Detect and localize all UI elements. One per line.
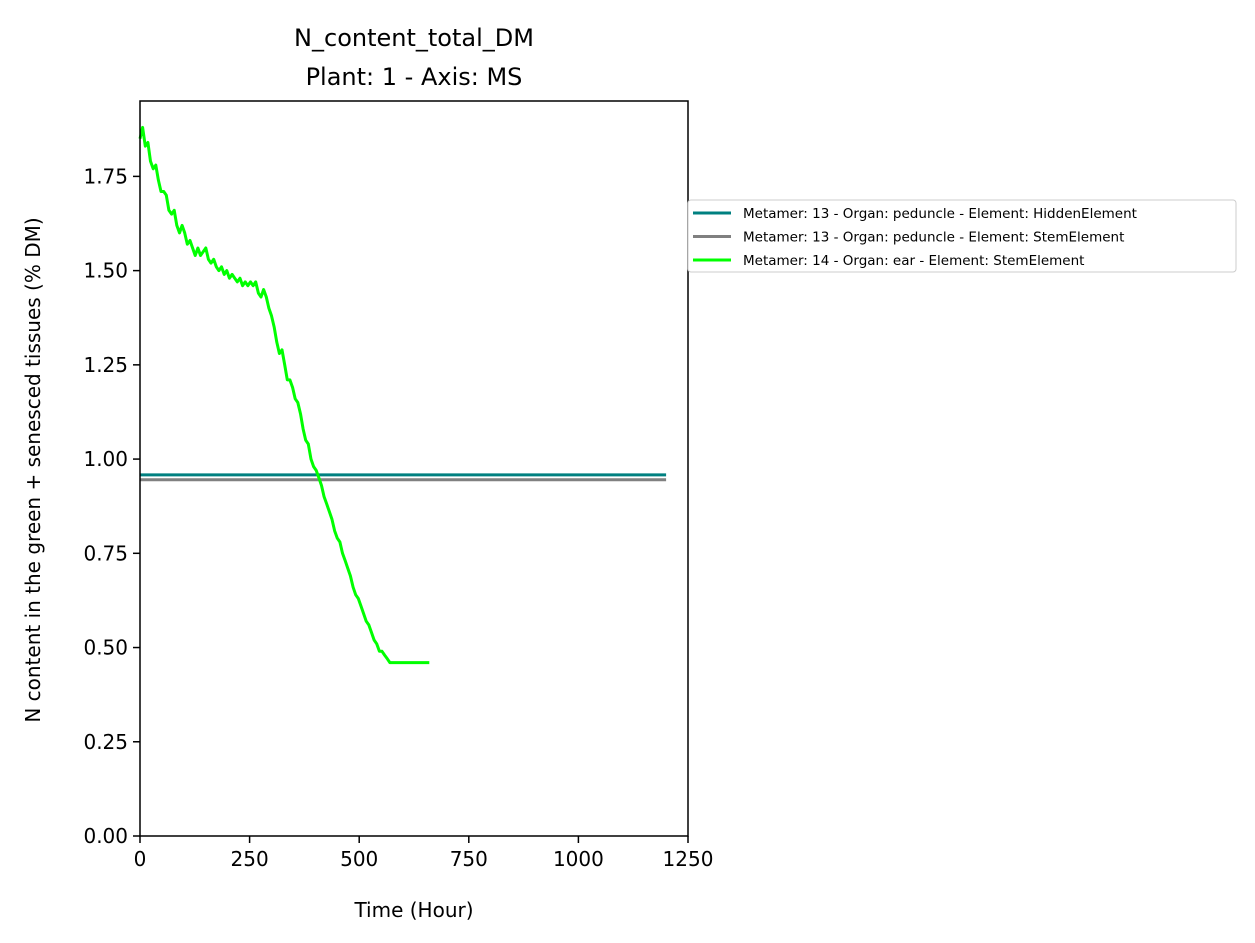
series-line-3 [138, 125, 430, 665]
x-tick-label: 0 [134, 847, 147, 871]
x-axis-label: Time (Hour) [353, 898, 473, 922]
x-tick-label: 250 [231, 847, 269, 871]
y-tick-label: 0.75 [83, 541, 128, 565]
y-tick-label: 1.75 [83, 164, 128, 188]
axes-frame [139, 100, 689, 837]
chart-title: N_content_total_DM [294, 24, 534, 52]
y-tick-label: 1.00 [83, 447, 128, 471]
x-tick-label: 500 [340, 847, 378, 871]
series-layer [138, 125, 667, 665]
legend-label-2: Metamer: 13 - Organ: peduncle - Element:… [743, 230, 1124, 246]
y-axis-label: N content in the green + senesced tissue… [21, 217, 45, 722]
legend-label-1: Metamer: 13 - Organ: peduncle - Element:… [743, 206, 1137, 222]
legend: Metamer: 13 - Organ: peduncle - Element:… [687, 199, 1237, 273]
y-tick-label: 1.25 [83, 353, 128, 377]
x-tick-label: 750 [450, 847, 488, 871]
chart-subtitle: Plant: 1 - Axis: MS [306, 63, 523, 91]
y-tick-label: 0.25 [83, 730, 128, 754]
x-axis-ticks: 0 250 500 750 1000 1250 [134, 836, 714, 871]
y-axis-ticks: 0.00 0.25 0.50 0.75 1.00 1.25 1.50 1.75 [83, 164, 140, 848]
y-tick-label: 1.50 [83, 259, 128, 283]
y-tick-label: 0.50 [83, 636, 128, 660]
legend-label-3: Metamer: 14 - Organ: ear - Element: Stem… [743, 253, 1084, 269]
plot-area: 0 250 500 750 1000 1250 0.00 0.25 0.50 0.75 1.00 1… [83, 100, 714, 871]
y-tick-label: 0.00 [83, 824, 128, 848]
x-tick-label: 1250 [663, 847, 714, 871]
x-tick-label: 1000 [553, 847, 604, 871]
legend-box [687, 199, 1237, 273]
